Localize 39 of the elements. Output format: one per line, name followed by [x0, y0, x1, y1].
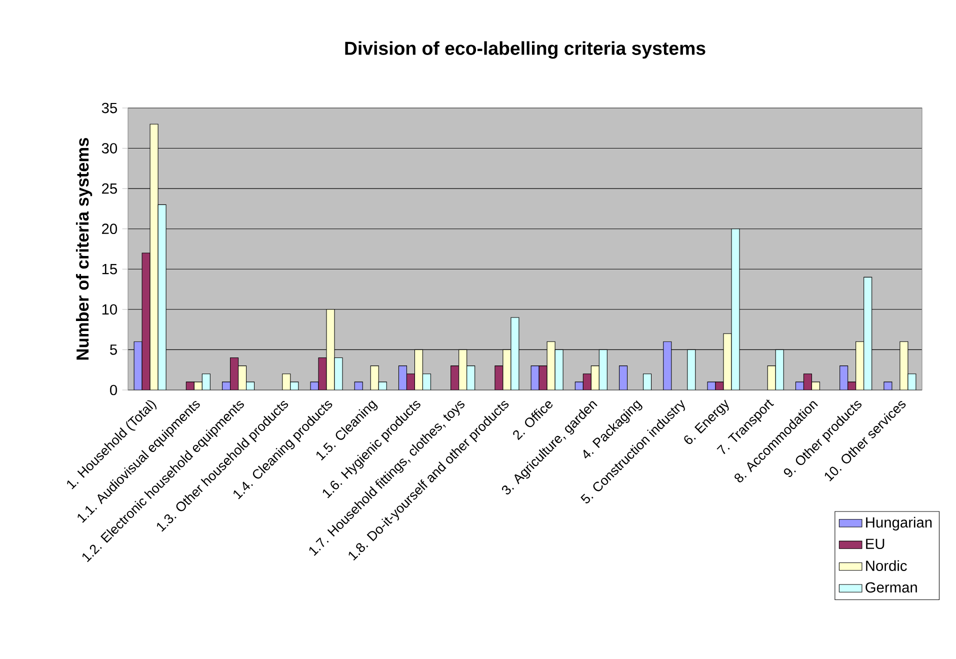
- bar: [398, 366, 407, 390]
- y-tick-label: 30: [102, 143, 118, 154]
- y-tick-label: 35: [102, 102, 117, 114]
- bar: [450, 366, 460, 390]
- legend-label: Nordic: [866, 560, 907, 572]
- y-tick-label: 25: [102, 183, 117, 194]
- bar: [619, 366, 628, 390]
- bar: [282, 374, 291, 390]
- bar: [422, 374, 431, 390]
- y-tick-label: 0: [110, 384, 118, 396]
- bar: [598, 349, 608, 390]
- y-axis-title: Number of criteria systems: [76, 138, 92, 360]
- bar: [767, 366, 776, 390]
- y-tick-label: 5: [110, 344, 117, 355]
- legend-label: German: [866, 582, 917, 593]
- bar: [230, 357, 239, 390]
- legend-label: EU: [866, 538, 884, 550]
- y-tick-label: 20: [102, 224, 118, 234]
- bar: [414, 349, 423, 390]
- bar: [238, 366, 247, 390]
- bar: [643, 374, 652, 390]
- bar: [582, 374, 592, 390]
- bar: [406, 374, 415, 390]
- bar: [458, 349, 468, 390]
- y-tick-label: 10: [102, 304, 118, 315]
- y-tick-label: 15: [102, 264, 117, 274]
- bar: [370, 366, 379, 390]
- bar: [466, 366, 476, 390]
- legend-label: Hungarian: [866, 516, 932, 531]
- bar: [856, 341, 864, 390]
- bar: [803, 374, 812, 390]
- bar: [687, 349, 696, 390]
- chart-title: Division of eco-labelling criteria systems: [345, 41, 706, 59]
- bar: [663, 341, 672, 390]
- bar: [590, 366, 600, 390]
- bar: [840, 366, 848, 390]
- bar: [202, 374, 210, 390]
- bar: [864, 276, 872, 390]
- bar: [775, 349, 784, 390]
